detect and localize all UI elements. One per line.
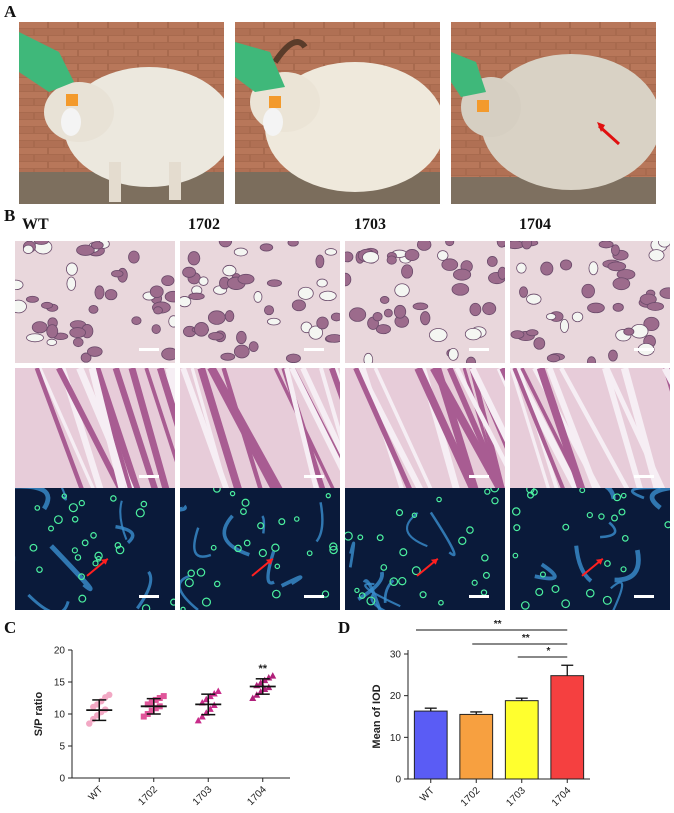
c-data-point bbox=[148, 707, 155, 714]
c-data-point bbox=[198, 713, 206, 720]
c-data-point bbox=[106, 691, 113, 698]
column-label-1704: 1704 bbox=[519, 216, 551, 233]
column-label-1703: 1703 bbox=[354, 216, 386, 233]
c-data-point bbox=[249, 694, 257, 701]
histology-cross-section-WT bbox=[15, 241, 175, 363]
histology-fluorescence-1704 bbox=[510, 488, 670, 610]
d-significance-label: ** bbox=[522, 633, 530, 644]
c-y-tick-label: 20 bbox=[54, 646, 66, 657]
c-data-point bbox=[194, 716, 202, 724]
goat-photo-1702 bbox=[235, 22, 440, 204]
histology-longitudinal-section-1702 bbox=[180, 368, 340, 490]
d-bar bbox=[459, 713, 494, 780]
scale-bar bbox=[304, 595, 324, 598]
panel-label-a: A bbox=[4, 2, 17, 21]
scale-bar bbox=[634, 475, 654, 478]
c-data-point bbox=[269, 672, 277, 679]
histology-fluorescence-1703 bbox=[345, 488, 505, 610]
scale-bar bbox=[139, 348, 159, 351]
scale-bar bbox=[139, 475, 159, 478]
goat-photo-1703 bbox=[451, 22, 656, 204]
histology-cross-section-1704 bbox=[510, 241, 670, 363]
column-label-1702: 1702 bbox=[188, 216, 220, 233]
d-bar bbox=[413, 710, 448, 780]
scale-bar bbox=[634, 348, 654, 351]
c-data-point bbox=[152, 705, 159, 712]
d-significance-label: * bbox=[547, 646, 551, 657]
panel-label-d: D bbox=[338, 618, 351, 637]
d-x-tick-label: 1702 bbox=[459, 785, 483, 809]
c-data-point bbox=[148, 699, 155, 706]
c-y-tick-label: 0 bbox=[59, 774, 65, 785]
sp-ratio-scatter-chart: 0 5 10 15 20 S/P ratio WT 1702 1703 1704 ** bbox=[33, 646, 290, 808]
scale-bar bbox=[469, 595, 489, 598]
scale-bar bbox=[304, 475, 324, 478]
histology-longitudinal-section-WT bbox=[15, 368, 175, 490]
c-y-tick-label: 10 bbox=[54, 710, 66, 721]
c-data-point bbox=[140, 713, 147, 720]
c-y-tick-label: 15 bbox=[54, 678, 66, 689]
d-y-axis-label: Mean of IOD bbox=[371, 684, 383, 748]
c-x-tick-label: 1704 bbox=[245, 784, 269, 808]
scale-bar bbox=[304, 348, 324, 351]
histology-longitudinal-section-1703 bbox=[345, 368, 505, 490]
c-x-tick-label: WT bbox=[87, 784, 106, 803]
panel-label-c: C bbox=[4, 618, 17, 637]
scale-bar bbox=[469, 348, 489, 351]
panel-label-b: B bbox=[4, 206, 16, 225]
goat-photo-wt bbox=[19, 22, 224, 204]
scale-bar bbox=[469, 475, 489, 478]
c-data-point bbox=[214, 687, 222, 694]
histology-cross-section-1703 bbox=[345, 241, 505, 363]
d-significance-label: ** bbox=[494, 619, 502, 630]
d-y-tick-label: 30 bbox=[390, 650, 402, 661]
c-data-point bbox=[86, 720, 93, 727]
c-data-point bbox=[160, 693, 167, 700]
d-y-tick-label: 20 bbox=[390, 691, 402, 702]
d-y-tick-label: 10 bbox=[390, 733, 402, 744]
histology-fluorescence-WT bbox=[15, 488, 175, 610]
scale-bar bbox=[634, 595, 654, 598]
d-bar bbox=[504, 700, 539, 780]
d-x-tick-label: WT bbox=[418, 785, 437, 804]
c-y-axis-label: S/P ratio bbox=[33, 692, 45, 737]
c-x-tick-label: 1702 bbox=[136, 784, 160, 808]
d-y-tick-label: 0 bbox=[395, 775, 401, 786]
d-x-tick-label: 1704 bbox=[550, 785, 574, 809]
column-label-wt: WT bbox=[22, 216, 49, 233]
histology-longitudinal-section-1704 bbox=[510, 368, 670, 490]
histology-cross-section-1702 bbox=[180, 241, 340, 363]
c-data-point bbox=[152, 696, 159, 703]
c-data-point bbox=[144, 701, 151, 708]
c-significance-label: ** bbox=[258, 663, 267, 675]
c-y-tick-label: 5 bbox=[59, 742, 65, 753]
scale-bar bbox=[139, 595, 159, 598]
d-x-tick-label: 1703 bbox=[504, 785, 528, 809]
c-x-tick-label: 1703 bbox=[191, 784, 215, 808]
histology-fluorescence-1702 bbox=[180, 488, 340, 610]
d-bar bbox=[550, 675, 585, 780]
